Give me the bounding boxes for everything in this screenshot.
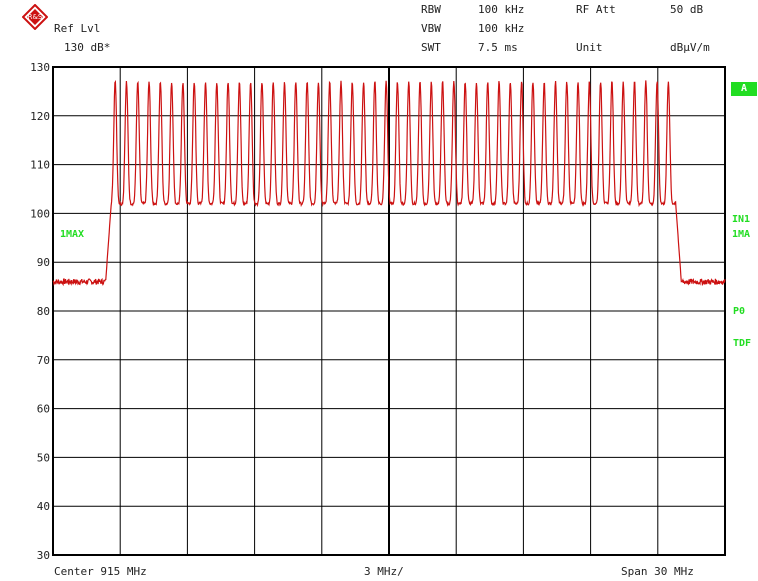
y-tick-label: 80	[37, 305, 50, 318]
y-tick-label: 100	[30, 207, 50, 220]
rf-att-value: 50 dB	[670, 3, 704, 16]
unit-label: Unit	[576, 41, 603, 54]
vbw-value: 100 kHz	[478, 22, 525, 35]
y-tick-label: 110	[30, 159, 50, 172]
rohde-schwarz-logo-icon: R&S	[22, 4, 48, 30]
frequency-per-division: 3 MHz/	[364, 565, 404, 578]
trace-mode-label: 1MAX	[60, 229, 85, 240]
rf-att-label: RF Att	[576, 3, 616, 16]
y-tick-label: 130	[30, 61, 50, 74]
y-tick-label: 70	[37, 354, 50, 367]
swt-label: SWT	[421, 41, 441, 54]
svg-text:R&S: R&S	[28, 13, 43, 21]
y-tick-label: 120	[30, 110, 50, 123]
rbw-value: 100 kHz	[478, 3, 525, 16]
y-tick-label: 60	[37, 403, 50, 416]
unit-value: dBµV/m	[670, 41, 710, 54]
preamp-label: P0	[733, 306, 746, 317]
ref-lvl-label: Ref Lvl	[54, 22, 101, 35]
y-tick-label: 90	[37, 256, 50, 269]
y-tick-label: 30	[37, 549, 50, 562]
y-tick-label: 50	[37, 451, 50, 464]
y-tick-label: 40	[37, 500, 50, 513]
tdf-label: TDF	[733, 338, 752, 349]
input-label: IN1	[732, 214, 751, 225]
spectrum-trace-line	[52, 79, 726, 287]
swt-value: 7.5 ms	[478, 41, 518, 54]
center-frequency: Center 915 MHz	[54, 565, 147, 578]
trace-a-marker: A	[731, 82, 757, 96]
trace-mode-side-label: 1MA	[732, 229, 751, 240]
ref-lvl-value: 130 dB*	[64, 41, 111, 54]
rbw-label: RBW	[421, 3, 441, 16]
frequency-span: Span 30 MHz	[621, 565, 694, 578]
vbw-label: VBW	[421, 22, 441, 35]
